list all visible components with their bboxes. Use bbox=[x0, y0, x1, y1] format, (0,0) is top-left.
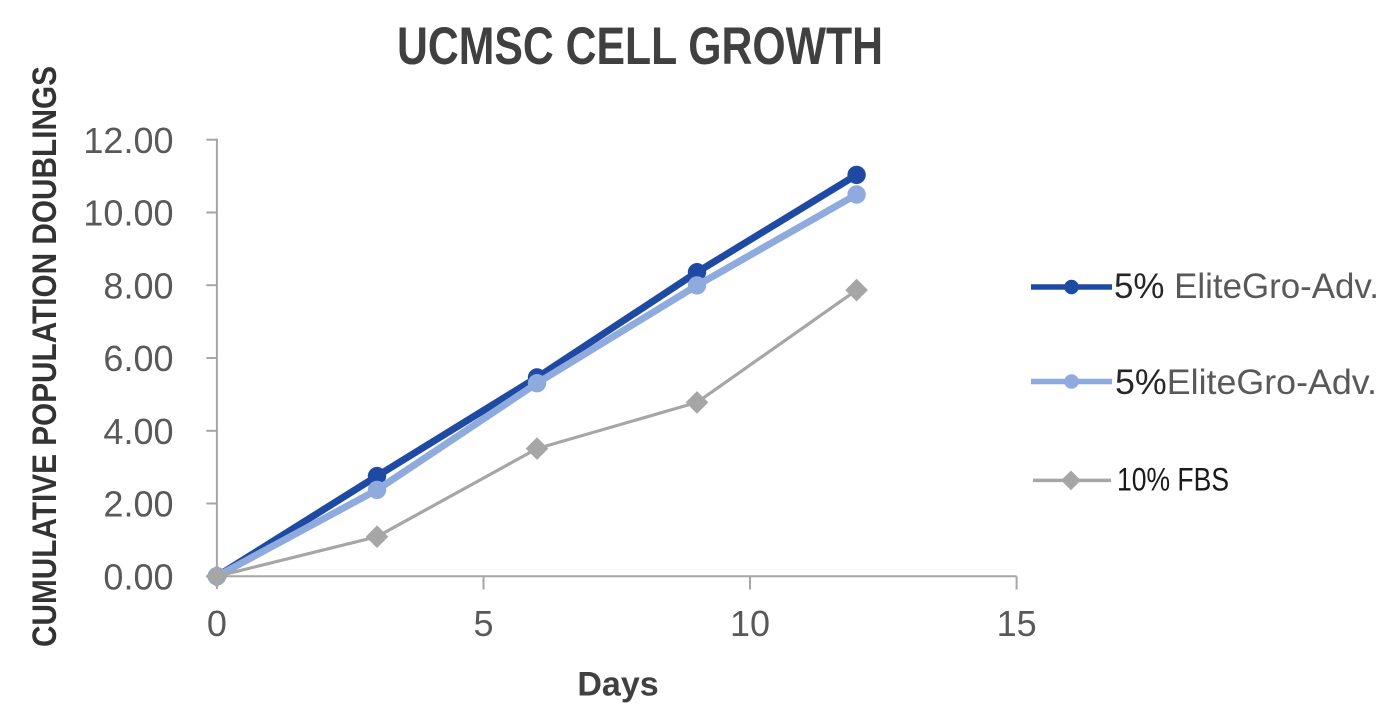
svg-text:5%EliteGro-Adv.: 5%EliteGro-Adv. bbox=[1115, 363, 1377, 402]
svg-text:5: 5 bbox=[473, 603, 493, 644]
svg-text:6.00: 6.00 bbox=[103, 338, 173, 379]
svg-text:15: 15 bbox=[997, 603, 1037, 644]
svg-text:CUMULATIVE POPULATION DOUBLING: CUMULATIVE POPULATION DOUBLINGS bbox=[26, 66, 64, 647]
svg-text:2.00: 2.00 bbox=[103, 484, 173, 525]
svg-text:0: 0 bbox=[207, 603, 227, 644]
svg-text:10% FBS: 10% FBS bbox=[1117, 462, 1229, 498]
svg-text:10: 10 bbox=[730, 603, 770, 644]
svg-text:5% EliteGro-Adv.: 5% EliteGro-Adv. bbox=[1114, 267, 1379, 306]
svg-text:UCMSC CELL GROWTH: UCMSC CELL GROWTH bbox=[397, 17, 883, 76]
svg-text:8.00: 8.00 bbox=[103, 265, 173, 306]
svg-text:Days: Days bbox=[577, 666, 658, 704]
svg-text:10.00: 10.00 bbox=[83, 193, 173, 234]
svg-text:12.00: 12.00 bbox=[83, 120, 173, 161]
svg-text:0.00: 0.00 bbox=[103, 557, 173, 598]
svg-text:4.00: 4.00 bbox=[103, 411, 173, 452]
